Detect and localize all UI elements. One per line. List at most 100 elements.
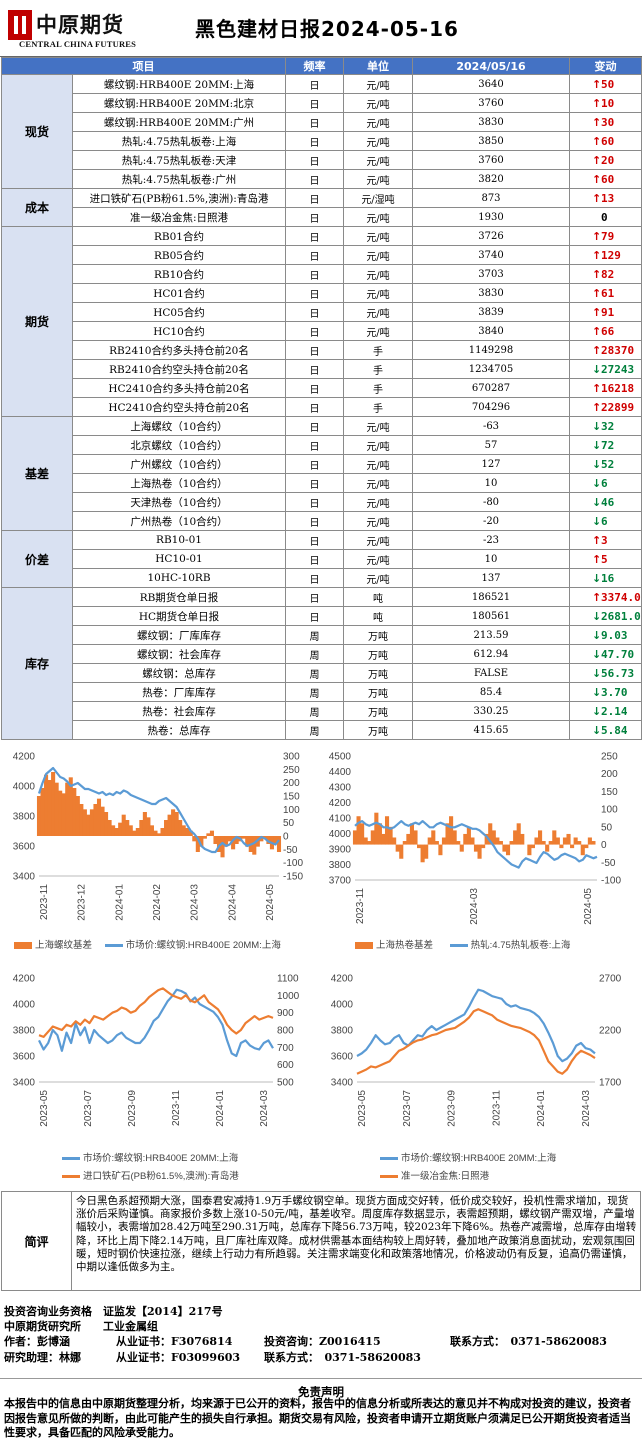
unit-cell: 元/吨 [343,568,413,588]
legend-series-label: 市场价:螺纹钢:HRB400E 20MM:上海 [83,1153,239,1164]
basis-bar [481,844,486,849]
basis-bar [399,844,404,859]
basis-bar [227,836,232,842]
basis-bar [82,809,87,836]
y-left-tick-label: 4200 [13,752,36,763]
arrow-up-icon: ↑ [592,381,602,395]
value-cell: 213.59 [412,625,570,645]
table-row: HC2410合约空头持仓前20名日手 704296 ↑22899 [2,397,642,417]
change-cell: ↑60 [569,131,642,151]
unit-cell: 元/吨 [343,226,413,246]
basis-bar [185,828,190,836]
item-name-cell: RB期货仓单日报 [72,587,286,607]
basis-bar [516,823,521,845]
change-value: 13 [601,191,615,205]
legend-line-swatch [62,1174,80,1178]
table-row: 现货 螺纹钢:HRB400E 20MM:上海日元/吨 3640 ↑50 [1,74,642,189]
y-left-tick-label: 4200 [13,974,36,985]
change-cell: ↑20 [569,150,642,170]
unit-cell: 元/吨 [343,473,413,493]
basis-bar [434,841,439,845]
y-left-tick-label: 3800 [13,1026,36,1037]
change-cell: ↑3374.00 [569,587,642,607]
basis-bar [104,812,109,836]
basis-bar [153,830,158,836]
chart3-legend: 市场价:螺纹钢:HRB400E 20MM:上海 准一级冶金焦:日照港 [380,1150,556,1186]
legend-line-swatch [380,1156,398,1160]
table-header-row: 项目 频率 单位 2024/05/16 变动 [1,57,642,75]
unit-cell: 元/吨 [343,264,413,284]
frequency-cell: 周 [285,720,344,740]
basis-bar [424,844,429,859]
unit-cell: 万吨 [343,663,413,683]
basis-bar [484,833,489,845]
change-value: 9.03 [601,628,628,642]
basis-bar [231,836,236,850]
value-cell: 3839 [412,302,570,322]
x-tick-label: 2023-11 [171,1090,182,1126]
change-cell: ↑5 [569,549,642,569]
basis-bar [463,833,468,845]
x-tick-label: 2024-03 [190,884,201,921]
value-cell: 127 [412,454,570,474]
change-value: 56.73 [601,666,635,680]
y-right-tick-label: -50 [283,845,298,856]
table-row: 成本 进口铁矿石(PB粉61.5%,澳洲):青岛港日元/湿吨 873 ↑13 [1,188,642,227]
unit-cell: 万吨 [343,720,413,740]
basis-bar [381,833,386,845]
legend-row: 进口铁矿石(PB粉61.5%,澳洲):青岛港 [62,1168,239,1186]
basis-bar [276,836,282,852]
assistant-contact: 联系方式： 0371-58620083 [264,1351,421,1364]
frequency-cell: 日 [285,112,344,132]
value-cell: 330.25 [412,701,570,721]
frequency-cell: 日 [285,359,344,379]
y-right-tick-label: 200 [283,778,300,789]
value-cell: 3820 [412,169,570,189]
item-name-cell: RB05合约 [72,245,286,265]
frequency-cell: 日 [285,606,344,626]
basis-bar [413,830,418,845]
arrow-up-icon: ↑ [592,533,602,547]
basis-bar [520,833,525,845]
chart-svg: 4200 4000 3800 3600 3400 300 250 200 150 100 50 0 -5… [13,752,304,921]
y-right-tick-label: 100 [283,805,300,816]
report-title: 黑色建材日报2024-05-16 [195,17,459,41]
chart-rebar-vs-coke: 4200 4000 3800 3600 3400 2700 2200 1700 2023-05 2… [321,964,641,1189]
arrow-up-icon: ↑ [592,115,602,129]
frequency-cell: 日 [285,473,344,493]
basis-bar [505,844,511,856]
logo-english-name: CENTRAL CHINA FUTURES [19,39,137,49]
basis-bar [417,844,422,849]
basis-bar [114,828,119,836]
y-left-tick-label: 4200 [329,798,352,809]
y-left-tick-label: 3600 [13,842,36,853]
x-tick-label: 2023-09 [447,1090,458,1127]
change-value: 50 [601,77,615,91]
basis-bar [449,816,454,845]
y-left-tick-label: 4400 [329,767,352,778]
legend-series-label: 上海热卷基差 [376,940,434,951]
unit-cell: 万吨 [343,644,413,664]
table-row: 价差 RB10-01 日元/吨 -23 ↑3 [1,530,642,588]
y-right-tick-label: 1000 [277,991,300,1002]
change-cell: ↓47.70 [569,644,642,664]
basis-bar [65,782,70,836]
basis-bar [406,833,411,845]
item-name-cell: 北京螺纹（10合约） [72,435,286,455]
change-value: 66 [601,324,615,338]
legend-series-label: 市场价:螺纹钢:HRB400E 20MM:上海 [401,1153,557,1164]
item-name-cell: 热轧:4.75热轧板卷:天津 [72,150,286,170]
chart-svg: 4200 4000 3800 3600 3400 2700 2200 1700 2023-05 2… [331,974,622,1127]
basis-bar [488,823,493,845]
unit-cell: 元/吨 [343,169,413,189]
y-left-tick-label: 4100 [329,814,352,825]
frequency-cell: 日 [285,283,344,303]
y-right-tick-label: 1700 [599,1078,622,1089]
change-cell: ↓32 [569,416,642,436]
legend-line-swatch [380,1174,398,1178]
table-row: 上海热卷（10合约）日元/吨 10 ↓6 [2,473,642,493]
commentary-box: 简评 今日黑色系超预期大涨，国泰君安减持1.9万手螺纹钢空单。现货方面成交好转，… [1,1191,641,1291]
x-tick-label: 2024-05 [265,884,276,921]
change-cell: ↑50 [569,74,642,94]
item-name-cell: RB01合约 [72,226,286,246]
